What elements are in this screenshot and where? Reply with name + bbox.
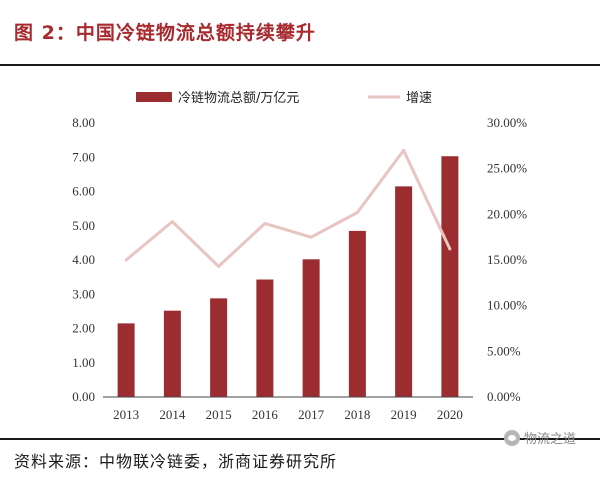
left-tick-label: 0.00 xyxy=(72,389,95,404)
x-tick-label: 2015 xyxy=(206,407,232,422)
bar xyxy=(302,259,320,397)
x-tick-label: 2018 xyxy=(344,407,370,422)
bar xyxy=(117,323,135,397)
x-tick-label: 2014 xyxy=(159,407,186,422)
left-tick-label: 8.00 xyxy=(72,115,95,130)
x-tick-label: 2019 xyxy=(391,407,417,422)
left-tick-label: 3.00 xyxy=(72,286,95,301)
line-point xyxy=(124,258,128,262)
right-tick-label: 0.00% xyxy=(487,389,521,404)
bar xyxy=(210,298,228,397)
bar xyxy=(256,279,274,397)
x-tick-label: 2016 xyxy=(252,407,279,422)
left-tick-label: 4.00 xyxy=(72,252,95,267)
legend: 冷链物流总额/万亿元 增速 xyxy=(136,91,432,106)
line-point xyxy=(355,211,359,215)
line-point xyxy=(402,148,406,152)
left-tick-label: 1.00 xyxy=(72,355,95,370)
right-tick-label: 15.00% xyxy=(487,252,527,267)
bar xyxy=(395,186,413,397)
bar xyxy=(163,310,181,397)
bar xyxy=(348,230,366,397)
left-tick-label: 5.00 xyxy=(72,218,95,233)
x-axis: 2013 2014 2015 2016 2017 2018 2019 2020 xyxy=(113,407,463,422)
right-tick-label: 10.00% xyxy=(487,298,527,313)
bottom-rule xyxy=(0,438,600,440)
bar xyxy=(441,156,459,397)
watermark-text: 物流之道 xyxy=(523,432,576,447)
title-rule xyxy=(0,64,600,66)
watermark: 物流之道 xyxy=(503,428,576,447)
line-series xyxy=(124,148,452,268)
right-tick-label: 20.00% xyxy=(487,206,527,221)
right-tick-label: 25.00% xyxy=(487,161,527,176)
legend-line-label: 增速 xyxy=(406,91,432,106)
line-point xyxy=(448,247,452,251)
right-axis: 0.00% 5.00% 10.00% 15.00% 20.00% 25.00% 30.00% xyxy=(487,115,527,404)
x-tick-label: 2017 xyxy=(298,407,325,422)
left-tick-label: 7.00 xyxy=(72,149,95,164)
right-tick-label: 5.00% xyxy=(487,343,521,358)
right-tick-label: 30.00% xyxy=(487,115,527,130)
bar-series xyxy=(117,156,459,397)
chart: 冷链物流总额/万亿元 增速 0.00 1.00 2.00 3.00 4.00 5.00 6.… xyxy=(72,91,527,422)
wechat-icon xyxy=(503,429,520,446)
line-point xyxy=(170,220,174,224)
left-tick-label: 2.00 xyxy=(72,321,95,336)
legend-bar-label: 冷链物流总额/万亿元 xyxy=(178,91,299,106)
line-point xyxy=(263,221,267,225)
x-tick-label: 2013 xyxy=(113,407,139,422)
x-tick-label: 2020 xyxy=(437,407,463,422)
source-note: 资料来源：中物联冷链委，浙商证券研究所 xyxy=(14,452,338,471)
left-axis: 0.00 1.00 2.00 3.00 4.00 5.00 6.00 7.00 8.00 xyxy=(72,115,95,404)
growth-line xyxy=(125,148,452,268)
line-point xyxy=(309,235,313,239)
line-point xyxy=(217,264,221,268)
legend-bar-swatch xyxy=(136,92,172,102)
figure-title: 图 2：中国冷链物流总额持续攀升 xyxy=(14,22,316,44)
left-tick-label: 6.00 xyxy=(72,184,95,199)
